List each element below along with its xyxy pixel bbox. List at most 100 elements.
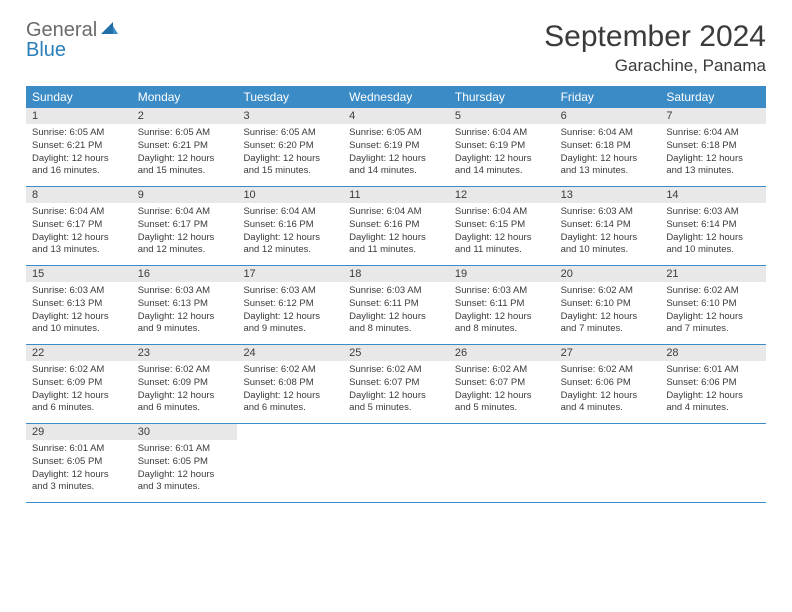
day-cell — [237, 424, 343, 502]
daylight-line1: Daylight: 12 hours — [32, 469, 126, 482]
day-body: Sunrise: 6:01 AMSunset: 6:06 PMDaylight:… — [660, 361, 766, 419]
day-number: 4 — [343, 108, 449, 124]
daylight-line2: and 13 minutes. — [32, 244, 126, 257]
day-header: Thursday — [449, 86, 555, 108]
sunset: Sunset: 6:13 PM — [32, 298, 126, 311]
day-number: 8 — [26, 187, 132, 203]
daylight-line1: Daylight: 12 hours — [138, 232, 232, 245]
daylight-line2: and 5 minutes. — [455, 402, 549, 415]
daylight-line2: and 10 minutes. — [32, 323, 126, 336]
day-number: 7 — [660, 108, 766, 124]
day-number: 20 — [555, 266, 661, 282]
day-cell: 25Sunrise: 6:02 AMSunset: 6:07 PMDayligh… — [343, 345, 449, 423]
day-number: 18 — [343, 266, 449, 282]
location: Garachine, Panama — [544, 56, 766, 76]
daylight-line1: Daylight: 12 hours — [349, 390, 443, 403]
sunrise: Sunrise: 6:05 AM — [138, 127, 232, 140]
daylight-line2: and 8 minutes. — [455, 323, 549, 336]
daylight-line1: Daylight: 12 hours — [138, 469, 232, 482]
daylight-line2: and 6 minutes. — [32, 402, 126, 415]
sunset: Sunset: 6:05 PM — [32, 456, 126, 469]
sunrise: Sunrise: 6:04 AM — [561, 127, 655, 140]
sunrise: Sunrise: 6:04 AM — [666, 127, 760, 140]
daylight-line2: and 7 minutes. — [666, 323, 760, 336]
day-number: 10 — [237, 187, 343, 203]
day-body: Sunrise: 6:05 AMSunset: 6:21 PMDaylight:… — [132, 124, 238, 182]
day-number: 22 — [26, 345, 132, 361]
daylight-line2: and 6 minutes. — [243, 402, 337, 415]
day-header: Tuesday — [237, 86, 343, 108]
daylight-line1: Daylight: 12 hours — [32, 153, 126, 166]
daylight-line2: and 11 minutes. — [455, 244, 549, 257]
day-cell: 12Sunrise: 6:04 AMSunset: 6:15 PMDayligh… — [449, 187, 555, 265]
daylight-line2: and 9 minutes. — [138, 323, 232, 336]
daylight-line2: and 13 minutes. — [666, 165, 760, 178]
day-number: 12 — [449, 187, 555, 203]
sunset: Sunset: 6:09 PM — [32, 377, 126, 390]
logo-sail-icon — [99, 20, 119, 40]
sunset: Sunset: 6:11 PM — [455, 298, 549, 311]
daylight-line1: Daylight: 12 hours — [455, 153, 549, 166]
day-body: Sunrise: 6:01 AMSunset: 6:05 PMDaylight:… — [26, 440, 132, 498]
day-cell: 4Sunrise: 6:05 AMSunset: 6:19 PMDaylight… — [343, 108, 449, 186]
sunset: Sunset: 6:19 PM — [455, 140, 549, 153]
daylight-line2: and 5 minutes. — [349, 402, 443, 415]
week-row: 8Sunrise: 6:04 AMSunset: 6:17 PMDaylight… — [26, 187, 766, 266]
day-cell: 20Sunrise: 6:02 AMSunset: 6:10 PMDayligh… — [555, 266, 661, 344]
day-body: Sunrise: 6:02 AMSunset: 6:07 PMDaylight:… — [343, 361, 449, 419]
logo: General Blue — [26, 20, 119, 60]
sunrise: Sunrise: 6:04 AM — [349, 206, 443, 219]
daylight-line2: and 10 minutes. — [561, 244, 655, 257]
calendar-page: General Blue September 2024 Garachine, P… — [0, 0, 792, 523]
day-cell: 9Sunrise: 6:04 AMSunset: 6:17 PMDaylight… — [132, 187, 238, 265]
day-body: Sunrise: 6:03 AMSunset: 6:13 PMDaylight:… — [26, 282, 132, 340]
day-cell: 29Sunrise: 6:01 AMSunset: 6:05 PMDayligh… — [26, 424, 132, 502]
day-number: 26 — [449, 345, 555, 361]
daylight-line1: Daylight: 12 hours — [138, 390, 232, 403]
sunset: Sunset: 6:17 PM — [138, 219, 232, 232]
day-cell: 24Sunrise: 6:02 AMSunset: 6:08 PMDayligh… — [237, 345, 343, 423]
day-body: Sunrise: 6:02 AMSunset: 6:09 PMDaylight:… — [26, 361, 132, 419]
sunrise: Sunrise: 6:03 AM — [349, 285, 443, 298]
daylight-line1: Daylight: 12 hours — [243, 390, 337, 403]
week-row: 1Sunrise: 6:05 AMSunset: 6:21 PMDaylight… — [26, 108, 766, 187]
daylight-line1: Daylight: 12 hours — [349, 311, 443, 324]
day-number: 28 — [660, 345, 766, 361]
day-number: 17 — [237, 266, 343, 282]
day-cell: 15Sunrise: 6:03 AMSunset: 6:13 PMDayligh… — [26, 266, 132, 344]
day-body: Sunrise: 6:02 AMSunset: 6:08 PMDaylight:… — [237, 361, 343, 419]
daylight-line1: Daylight: 12 hours — [455, 311, 549, 324]
day-header-row: SundayMondayTuesdayWednesdayThursdayFrid… — [26, 86, 766, 108]
daylight-line2: and 7 minutes. — [561, 323, 655, 336]
day-header: Wednesday — [343, 86, 449, 108]
day-number: 27 — [555, 345, 661, 361]
day-number: 5 — [449, 108, 555, 124]
day-number: 19 — [449, 266, 555, 282]
sunrise: Sunrise: 6:03 AM — [561, 206, 655, 219]
day-body: Sunrise: 6:03 AMSunset: 6:14 PMDaylight:… — [660, 203, 766, 261]
sunset: Sunset: 6:18 PM — [666, 140, 760, 153]
daylight-line2: and 14 minutes. — [349, 165, 443, 178]
day-body: Sunrise: 6:04 AMSunset: 6:15 PMDaylight:… — [449, 203, 555, 261]
title-block: September 2024 Garachine, Panama — [544, 20, 766, 76]
sunrise: Sunrise: 6:02 AM — [455, 364, 549, 377]
month-title: September 2024 — [544, 20, 766, 54]
daylight-line2: and 10 minutes. — [666, 244, 760, 257]
sunrise: Sunrise: 6:03 AM — [32, 285, 126, 298]
sunset: Sunset: 6:20 PM — [243, 140, 337, 153]
day-number: 24 — [237, 345, 343, 361]
logo-word1: General — [26, 19, 97, 41]
sunrise: Sunrise: 6:02 AM — [561, 364, 655, 377]
sunset: Sunset: 6:12 PM — [243, 298, 337, 311]
sunset: Sunset: 6:17 PM — [32, 219, 126, 232]
sunset: Sunset: 6:19 PM — [349, 140, 443, 153]
day-cell: 1Sunrise: 6:05 AMSunset: 6:21 PMDaylight… — [26, 108, 132, 186]
sunset: Sunset: 6:11 PM — [349, 298, 443, 311]
sunset: Sunset: 6:15 PM — [455, 219, 549, 232]
daylight-line1: Daylight: 12 hours — [561, 232, 655, 245]
sunrise: Sunrise: 6:02 AM — [349, 364, 443, 377]
day-body: Sunrise: 6:04 AMSunset: 6:17 PMDaylight:… — [26, 203, 132, 261]
daylight-line2: and 4 minutes. — [561, 402, 655, 415]
sunset: Sunset: 6:13 PM — [138, 298, 232, 311]
sunset: Sunset: 6:07 PM — [349, 377, 443, 390]
